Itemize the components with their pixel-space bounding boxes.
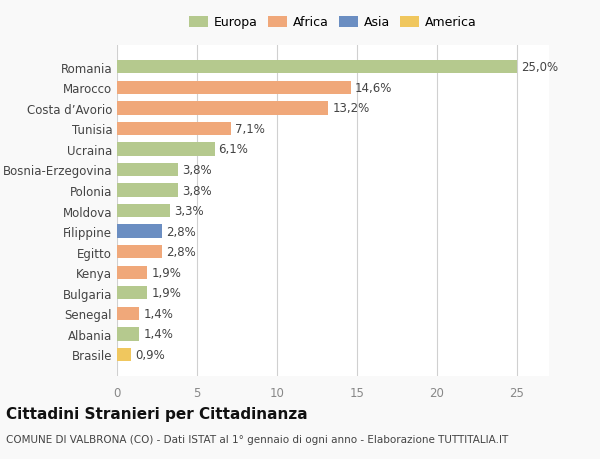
Bar — [117, 204, 170, 218]
Text: 3,8%: 3,8% — [182, 184, 211, 197]
Legend: Europa, Africa, Asia, America: Europa, Africa, Asia, America — [185, 12, 481, 33]
Bar — [117, 266, 148, 280]
Text: 14,6%: 14,6% — [355, 82, 392, 95]
Bar — [117, 225, 162, 238]
Bar — [117, 307, 139, 320]
Bar — [117, 163, 178, 177]
Text: 2,8%: 2,8% — [166, 225, 196, 238]
Bar — [117, 348, 131, 361]
Text: 1,9%: 1,9% — [151, 266, 181, 279]
Bar — [117, 81, 350, 95]
Text: COMUNE DI VALBRONA (CO) - Dati ISTAT al 1° gennaio di ogni anno - Elaborazione T: COMUNE DI VALBRONA (CO) - Dati ISTAT al … — [6, 434, 508, 444]
Bar — [117, 286, 148, 300]
Bar — [117, 61, 517, 74]
Text: 13,2%: 13,2% — [332, 102, 370, 115]
Text: 3,3%: 3,3% — [174, 205, 203, 218]
Bar — [117, 123, 230, 136]
Bar — [117, 143, 215, 156]
Text: 2,8%: 2,8% — [166, 246, 196, 258]
Text: 1,4%: 1,4% — [143, 328, 173, 341]
Text: 7,1%: 7,1% — [235, 123, 265, 135]
Text: 1,4%: 1,4% — [143, 307, 173, 320]
Bar — [117, 246, 162, 259]
Text: 0,9%: 0,9% — [136, 348, 165, 361]
Bar — [117, 102, 328, 115]
Text: Cittadini Stranieri per Cittadinanza: Cittadini Stranieri per Cittadinanza — [6, 406, 308, 421]
Text: 3,8%: 3,8% — [182, 164, 211, 177]
Bar — [117, 328, 139, 341]
Text: 6,1%: 6,1% — [218, 143, 248, 156]
Bar — [117, 184, 178, 197]
Text: 25,0%: 25,0% — [521, 61, 558, 74]
Text: 1,9%: 1,9% — [151, 287, 181, 300]
